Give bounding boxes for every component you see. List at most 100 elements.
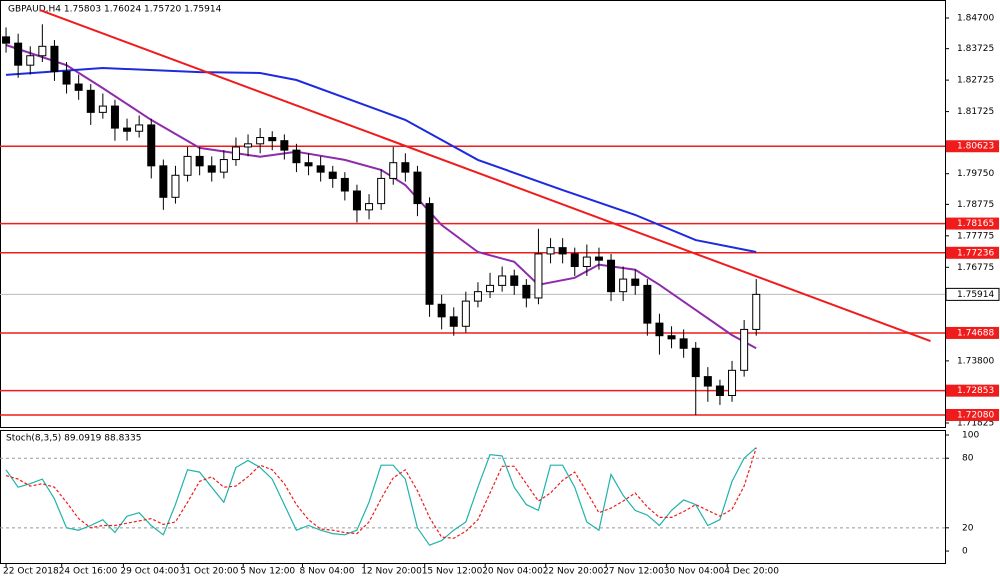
candle-body <box>510 275 519 286</box>
candle-body <box>679 338 688 349</box>
candle-body <box>546 247 555 255</box>
y-tick-label: 1.81725 <box>957 107 994 117</box>
candle-body <box>703 376 712 387</box>
candle-body <box>328 171 337 179</box>
candle-body <box>570 253 579 268</box>
x-tick-label: 4 Dec 20:00 <box>724 567 779 577</box>
indicator-line <box>5 66 757 253</box>
candle-body <box>256 137 265 145</box>
candle-body <box>582 256 591 268</box>
level-tag <box>946 140 999 153</box>
level-label: 1.80623 <box>957 142 994 152</box>
candle-body <box>486 284 495 293</box>
candle-body <box>159 165 168 198</box>
candle-body <box>110 105 119 129</box>
candle-body <box>631 278 640 286</box>
candle-body <box>558 247 567 255</box>
stoch-panel <box>0 430 946 564</box>
y-tick-label: 1.83725 <box>957 44 994 54</box>
candle-body <box>26 55 35 66</box>
stoch-line <box>5 447 757 539</box>
candle-body <box>352 190 361 211</box>
candle-body <box>50 45 59 72</box>
candle-body <box>534 253 543 299</box>
y-tick-label: 1.77775 <box>957 231 994 241</box>
candle-body <box>280 140 289 151</box>
candle-body <box>86 89 95 113</box>
x-tick-label: 24 Oct 16:00 <box>59 567 118 577</box>
candle-body <box>740 328 749 371</box>
main-panel <box>0 0 946 428</box>
candle-body <box>195 155 204 167</box>
candle-body <box>207 165 216 173</box>
candle-body <box>401 162 410 173</box>
candle-body <box>607 259 616 293</box>
level-label: 1.74688 <box>957 328 994 338</box>
y2-tick-label: 100 <box>962 430 979 440</box>
candle-body <box>316 165 325 173</box>
y-tick-label: 1.82725 <box>957 76 994 86</box>
x-tick-label: 5 Nov 12:00 <box>240 567 295 577</box>
candle-body <box>244 143 253 148</box>
x-tick-label: 8 Nov 04:00 <box>299 567 354 577</box>
candle-body <box>135 124 144 132</box>
level-tag <box>946 246 999 259</box>
candle-body <box>413 171 422 205</box>
level-tag <box>946 326 999 339</box>
candle-body <box>691 347 700 378</box>
x-tick-label: 22 Oct 2018 <box>3 567 59 577</box>
level-tag <box>946 384 999 397</box>
stoch-label: Stoch(8,3,5) 89.0919 88.8335 <box>6 434 141 444</box>
candle-body <box>147 124 156 167</box>
candle-body <box>98 105 107 113</box>
level-label: 1.77236 <box>957 248 994 258</box>
level-tag <box>946 217 999 230</box>
y-tick-label: 1.78775 <box>957 200 994 210</box>
candle-body <box>437 303 446 318</box>
candle-body <box>389 162 398 179</box>
stoch-line <box>5 447 757 546</box>
candle-body <box>473 291 482 302</box>
current-price-label: 1.75914 <box>957 290 994 300</box>
candle-body <box>425 203 434 305</box>
y-tick-label: 1.76775 <box>957 263 994 273</box>
candle-body <box>715 385 724 396</box>
candle-body <box>123 127 132 132</box>
y-tick-label: 1.84700 <box>957 13 994 23</box>
candle-body <box>14 42 23 66</box>
level-label: 1.78165 <box>957 219 994 229</box>
level-tag <box>946 408 999 421</box>
candle-body <box>74 83 83 91</box>
candle-body <box>594 256 603 261</box>
candle-body <box>171 174 180 198</box>
candle-body <box>231 146 240 161</box>
candle-body <box>667 335 676 340</box>
candle-body <box>340 177 349 192</box>
candle-body <box>377 177 386 205</box>
candle-body <box>655 322 664 337</box>
x-tick-label: 12 Nov 20:00 <box>361 567 422 577</box>
candle-body <box>619 278 628 293</box>
x-tick-label: 30 Nov 04:00 <box>664 567 725 577</box>
level-label: 1.72853 <box>957 386 994 396</box>
y-tick-label: 1.73800 <box>957 356 994 366</box>
indicator-line <box>39 9 931 343</box>
y2-tick-label: 20 <box>962 523 974 533</box>
y2-tick-label: 0 <box>962 547 968 557</box>
y-tick-label: 1.71825 <box>957 419 994 429</box>
level-label: 1.72080 <box>957 410 994 420</box>
indicator-line <box>5 44 757 350</box>
chart-title: GBPAUD,H4 1.75803 1.76024 1.75720 1.7591… <box>8 5 222 15</box>
price-tag <box>945 287 1000 301</box>
candle-body <box>38 45 47 57</box>
x-tick-label: 20 Nov 04:00 <box>482 567 543 577</box>
x-tick-label: 31 Oct 20:00 <box>180 567 239 577</box>
candle-body <box>2 36 11 44</box>
candle-body <box>522 284 531 299</box>
x-tick-label: 15 Nov 12:00 <box>422 567 483 577</box>
x-tick-label: 27 Nov 12:00 <box>603 567 664 577</box>
candle-body <box>449 316 458 327</box>
candle-body <box>365 203 374 211</box>
candle-body <box>268 137 277 142</box>
